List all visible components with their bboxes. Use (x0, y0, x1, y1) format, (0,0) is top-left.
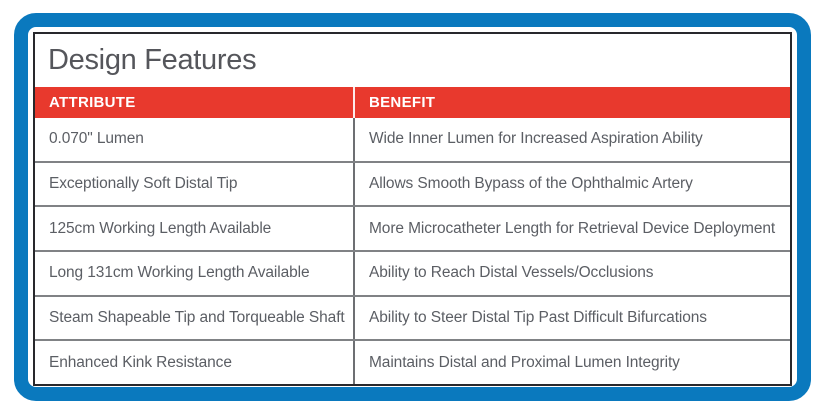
benefit-cell: Wide Inner Lumen for Increased Aspiratio… (369, 130, 703, 148)
benefit-cell: More Microcatheter Length for Retrieval … (369, 219, 776, 237)
attribute-cell: 0.070" Lumen (35, 118, 355, 161)
attribute-cell: Long 131cm Working Length Available (35, 252, 355, 295)
benefit-cell: Ability to Reach Distal Vessels/Occlusio… (369, 264, 654, 282)
table-row: 125cm Working Length Available More Micr… (35, 205, 790, 251)
benefit-cell: Maintains Distal and Proximal Lumen Inte… (369, 353, 680, 371)
benefit-cell: Ability to Steer Distal Tip Past Difficu… (369, 309, 707, 327)
page-title: Design Features (48, 44, 257, 76)
blue-rounded-frame: Design Features ATTRIBUTE BENEFIT 0.070"… (14, 13, 811, 401)
table-row: Enhanced Kink Resistance Maintains Dista… (35, 339, 790, 385)
table-body: 0.070" Lumen Wide Inner Lumen for Increa… (35, 118, 790, 385)
attribute-cell: Enhanced Kink Resistance (35, 341, 355, 385)
table-header-row: ATTRIBUTE BENEFIT (35, 87, 790, 118)
table-row: Steam Shapeable Tip and Torqueable Shaft… (35, 294, 790, 340)
attribute-cell: 125cm Working Length Available (35, 207, 355, 251)
attribute-cell: Exceptionally Soft Distal Tip (35, 162, 355, 206)
table-row: Exceptionally Soft Distal Tip Allows Smo… (35, 160, 790, 206)
column-header-benefit: BENEFIT (369, 94, 436, 111)
table-row: 0.070" Lumen Wide Inner Lumen for Increa… (35, 118, 790, 161)
table-row: Long 131cm Working Length Available Abil… (35, 250, 790, 295)
title-band: Design Features (35, 34, 790, 87)
benefit-cell: Allows Smooth Bypass of the Ophthalmic A… (369, 175, 693, 192)
column-header-attribute: ATTRIBUTE (35, 87, 355, 118)
attribute-cell: Steam Shapeable Tip and Torqueable Shaft (35, 296, 355, 340)
design-features-panel: Design Features ATTRIBUTE BENEFIT 0.070"… (33, 32, 792, 386)
